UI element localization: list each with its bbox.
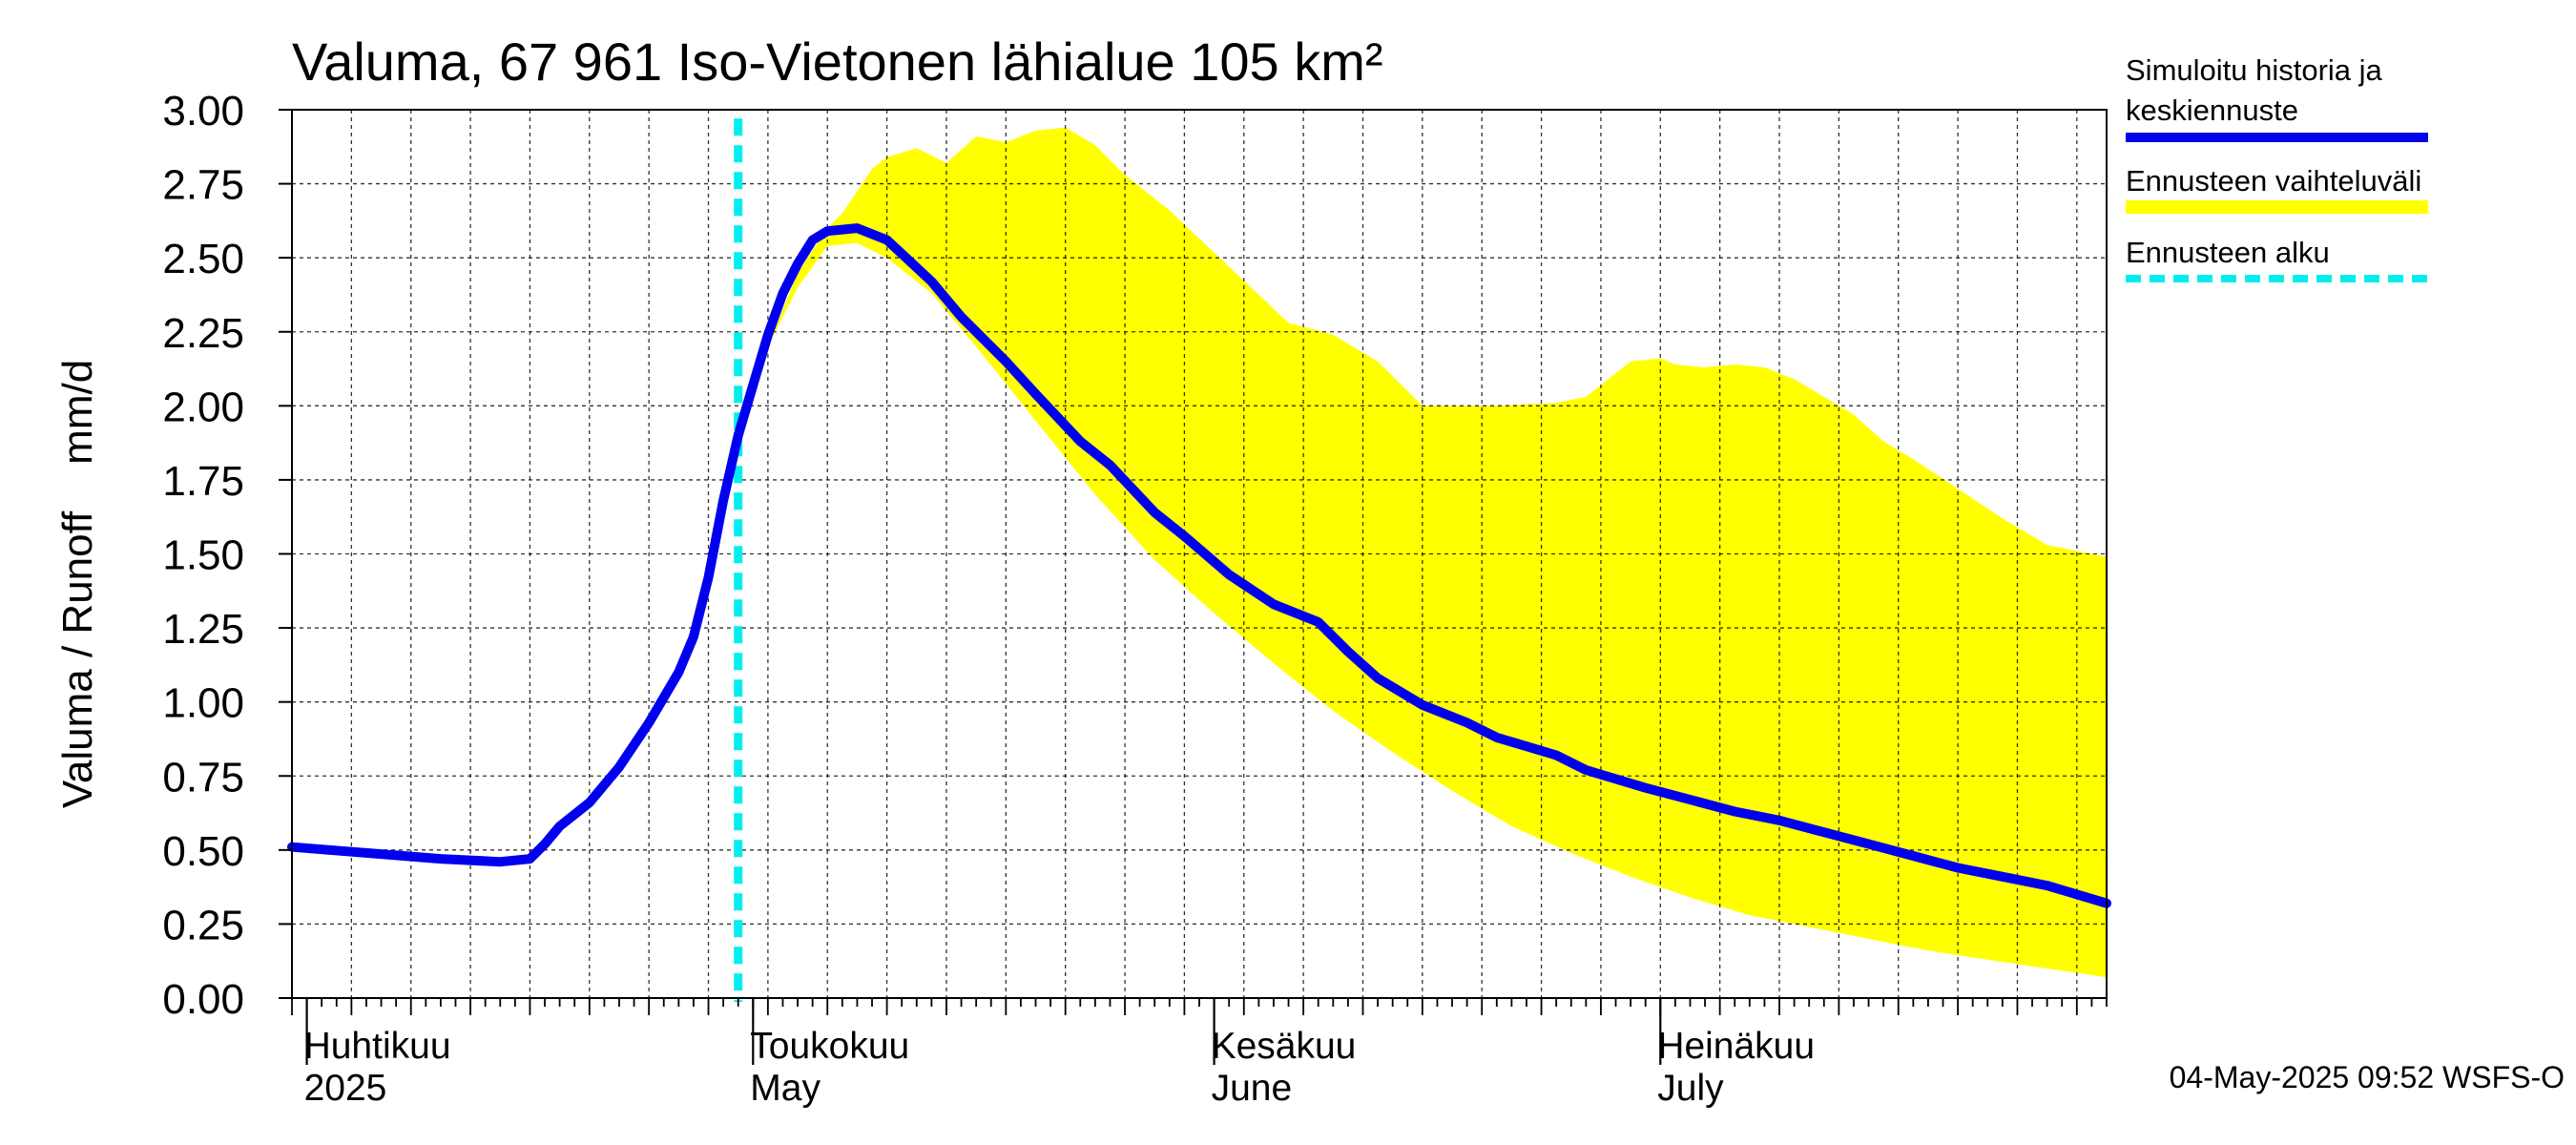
y-tick-label: 0.25 xyxy=(162,902,244,948)
legend: Simuloitu historia ja keskiennuste Ennus… xyxy=(2126,53,2428,282)
x-month-sublabel: 2025 xyxy=(304,1068,387,1109)
x-month-sublabel: May xyxy=(750,1068,821,1109)
plot-area xyxy=(287,109,2111,1002)
y-tick-label: 1.25 xyxy=(162,606,244,653)
forecast-range-layer xyxy=(737,127,2108,978)
x-month-label: Kesäkuu xyxy=(1212,1026,1357,1067)
chart-title: Valuma, 67 961 Iso-Vietonen lähialue 105… xyxy=(292,31,1383,92)
timestamp-footer: 04-May-2025 09:52 WSFS-O xyxy=(2170,1060,2565,1094)
x-month-sublabel: June xyxy=(1212,1068,1293,1109)
y-tick-label: 2.75 xyxy=(162,162,244,209)
legend-start-label: Ennusteen alku xyxy=(2126,236,2330,269)
y-tick-label: 2.25 xyxy=(162,310,244,357)
y-tick-label: 2.50 xyxy=(162,236,244,282)
y-tick-label: 0.50 xyxy=(162,828,244,875)
forecast-range-area xyxy=(737,127,2108,978)
y-tick-label: 1.00 xyxy=(162,680,244,727)
legend-range-label: Ennusteen vaihteluväli xyxy=(2126,164,2421,198)
grid xyxy=(292,109,2107,999)
x-month-label: Toukokuu xyxy=(750,1026,909,1067)
y-tick-label: 3.00 xyxy=(162,88,244,135)
y-tick-label: 0.75 xyxy=(162,754,244,801)
legend-simulated-label-2: keskiennuste xyxy=(2126,94,2298,127)
x-month-sublabel: July xyxy=(1657,1068,1724,1109)
y-tick-label: 1.75 xyxy=(162,458,244,505)
y-tick-label: 0.00 xyxy=(162,976,244,1023)
y-axis: 0.00 0.25 0.50 0.75 1.00 1.25 1.50 1.75 2.00 2.25… xyxy=(162,88,292,1023)
x-month-label: Huhtikuu xyxy=(304,1026,451,1067)
legend-simulated-label-1: Simuloitu historia ja xyxy=(2126,53,2383,87)
y-tick-label: 1.50 xyxy=(162,532,244,579)
y-axis-label: Valuma / Runoff mm/d xyxy=(54,360,101,808)
simulated-series-line xyxy=(287,223,2111,908)
x-month-label: Heinäkuu xyxy=(1657,1026,1815,1067)
y-tick-label: 2.00 xyxy=(162,384,244,430)
